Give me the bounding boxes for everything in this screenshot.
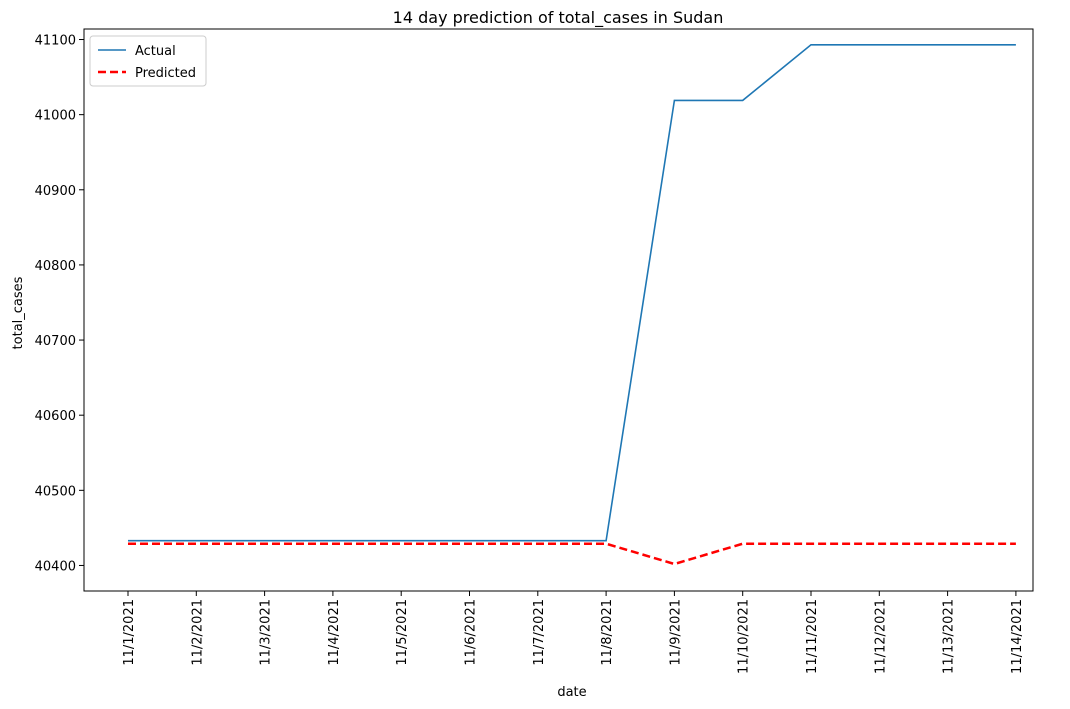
plot-area xyxy=(83,28,1034,592)
legend-label-actual: Actual xyxy=(135,44,176,59)
x-tick-label: 11/4/2021 xyxy=(327,599,342,666)
y-tick-label: 41000 xyxy=(35,109,76,124)
x-tick-label: 11/2/2021 xyxy=(190,599,205,666)
x-tick-label: 11/3/2021 xyxy=(259,599,274,666)
y-tick-label: 40900 xyxy=(35,184,76,199)
y-tick-label: 40400 xyxy=(35,559,76,574)
legend-box xyxy=(89,35,207,87)
legend-label-predicted: Predicted xyxy=(135,66,196,81)
legend: Actual Predicted xyxy=(89,35,207,87)
x-tick-label: 11/10/2021 xyxy=(737,599,752,674)
x-tick-label: 11/7/2021 xyxy=(532,599,547,666)
y-tick-label: 40800 xyxy=(35,259,76,274)
x-axis-label: date xyxy=(557,685,586,700)
x-tick-label: 11/5/2021 xyxy=(395,599,410,666)
x-tick-label: 11/14/2021 xyxy=(1010,599,1025,674)
x-tick-label: 11/6/2021 xyxy=(464,599,479,666)
x-axis-ticks: 11/1/2021 11/2/2021 11/3/2021 11/4/2021 11/5… xyxy=(122,591,1025,674)
x-tick-label: 11/9/2021 xyxy=(668,599,683,666)
x-tick-label: 11/8/2021 xyxy=(600,599,615,666)
y-tick-label: 40500 xyxy=(35,484,76,499)
chart-title: 14 day prediction of total_cases in Suda… xyxy=(393,8,724,28)
x-tick-label: 11/13/2021 xyxy=(942,599,957,674)
y-tick-label: 40700 xyxy=(35,334,76,349)
y-axis-label: total_cases xyxy=(11,276,26,349)
x-tick-label: 11/11/2021 xyxy=(805,599,820,674)
series-lines xyxy=(128,43,1016,566)
x-tick-label: 11/1/2021 xyxy=(122,599,137,666)
series-line-predicted xyxy=(128,542,1016,566)
y-axis-ticks: 40400 40500 40600 40700 40800 40900 41000 41100 xyxy=(35,34,84,574)
x-tick-label: 11/12/2021 xyxy=(873,599,888,674)
series-line-actual xyxy=(128,43,1016,542)
y-tick-label: 41100 xyxy=(35,34,76,49)
y-tick-label: 40600 xyxy=(35,409,76,424)
